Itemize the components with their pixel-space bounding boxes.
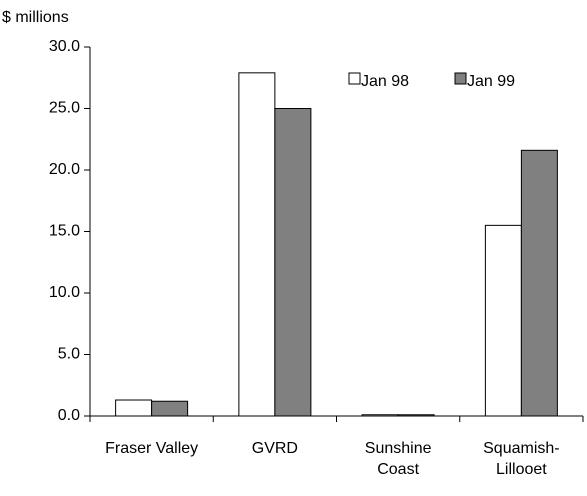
bar: [274, 108, 312, 417]
legend-label: Jan 99: [467, 73, 515, 90]
y-tick-label: 5.0: [58, 346, 80, 363]
y-tick-label: 0.0: [58, 407, 80, 424]
y-tick-label: 15.0: [49, 223, 80, 240]
x-tick-label: Sunshine Coast: [364, 440, 432, 478]
x-tick-label: GVRD: [251, 440, 298, 457]
legend-swatch: [454, 72, 467, 85]
y-tick-label: 25.0: [49, 100, 80, 117]
bar: [151, 400, 189, 417]
x-tick-label: Fraser Valley: [105, 440, 199, 457]
bar: [520, 149, 558, 417]
y-axis-label: $ millions: [2, 9, 69, 26]
y-tick-label: 10.0: [49, 284, 80, 301]
y-tick-label: 20.0: [49, 161, 80, 178]
legend-label: Jan 98: [361, 73, 409, 90]
bar: [115, 399, 153, 417]
y-tick-label: 30.0: [49, 38, 80, 55]
bar: [238, 72, 276, 417]
legend-swatch: [348, 72, 361, 85]
x-tick-label: Squamish-Lillooet: [483, 440, 560, 478]
bar: [484, 224, 522, 417]
